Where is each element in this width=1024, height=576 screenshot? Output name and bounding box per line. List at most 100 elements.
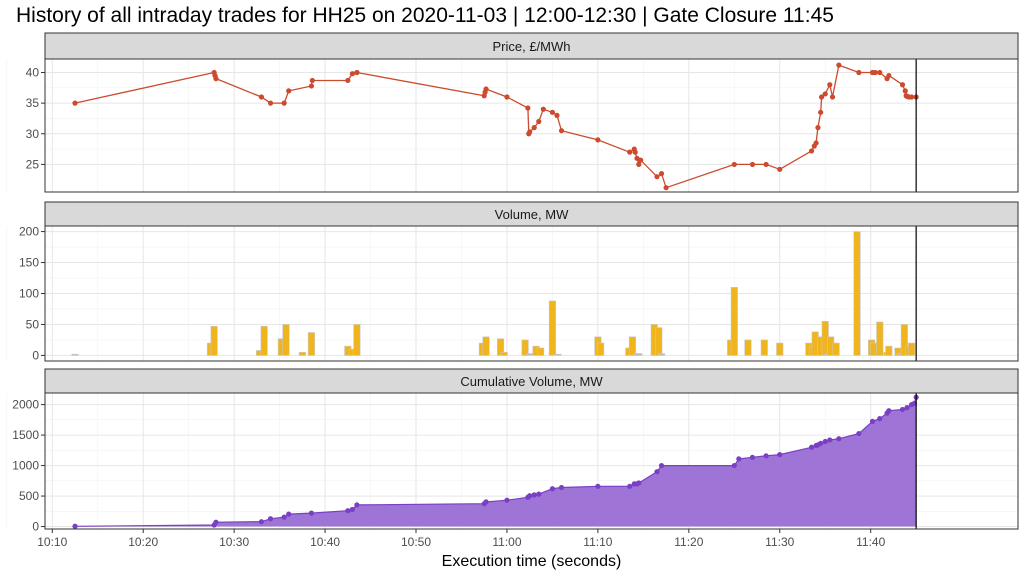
volume-bar	[628, 336, 636, 356]
price-point	[877, 69, 883, 76]
volume-bar	[298, 352, 306, 356]
cumulative-point	[549, 486, 556, 492]
price-point	[836, 62, 842, 68]
volume-bar	[71, 353, 79, 356]
cumulative-point	[749, 454, 756, 460]
price-point	[527, 129, 533, 135]
x-tick-label: 10:10	[37, 535, 67, 549]
price-point	[632, 149, 638, 155]
volume-bar	[548, 300, 556, 356]
volume-bar	[210, 326, 218, 356]
cumulative-point	[763, 453, 769, 459]
cumulative-point	[531, 492, 537, 498]
price-point	[536, 118, 542, 125]
cumulative-point	[627, 483, 633, 489]
cumulative-point	[267, 516, 274, 522]
cumulative-point	[345, 508, 351, 514]
price-point	[813, 140, 819, 146]
price-point	[627, 149, 633, 155]
cumulative-point	[536, 491, 542, 497]
price-point	[540, 106, 546, 112]
y-tick-label: 100	[19, 287, 39, 301]
price-point	[872, 69, 878, 76]
volume-bar	[537, 347, 545, 356]
volume-bar	[832, 342, 840, 356]
panel-border	[44, 58, 1019, 193]
cumulative-point	[836, 436, 842, 442]
x-tick-label: 10:50	[401, 535, 431, 549]
price-point	[349, 71, 355, 77]
cumulative-point	[808, 444, 815, 450]
price-point	[763, 161, 769, 168]
y-tick-label: 0	[32, 348, 39, 362]
cumulative-point	[856, 430, 862, 437]
price-point	[818, 109, 824, 115]
price-point	[818, 94, 825, 100]
y-tick-label: 2000	[12, 398, 39, 412]
volume-bar	[657, 353, 666, 356]
volume-bar	[900, 324, 908, 356]
price-point	[549, 109, 556, 115]
x-tick-label: 11:10	[583, 535, 612, 549]
panel-strip	[44, 32, 1019, 60]
panel-strip-label: Volume, MW	[495, 207, 569, 222]
cumulative-area	[75, 397, 917, 527]
volume-bar	[744, 339, 752, 356]
price-point	[281, 100, 287, 106]
volume-bar	[635, 353, 643, 356]
volume-bar	[908, 342, 916, 356]
volume-bar	[282, 324, 290, 356]
price-point	[731, 161, 737, 168]
price-point	[267, 100, 274, 106]
y-tick-label: 30	[26, 127, 40, 141]
y-tick-label: 150	[19, 256, 39, 270]
price-point	[856, 69, 862, 76]
cumulative-point	[636, 480, 642, 486]
price-point	[827, 82, 833, 88]
volume-bar	[353, 324, 361, 356]
cumulative-point	[731, 462, 737, 469]
volume-bar	[876, 321, 884, 356]
volume-bar	[482, 336, 490, 356]
panel-2: Volume, MW 0 50 100 150 200	[6, 201, 1019, 362]
x-axis-title: Execution time (seconds)	[442, 553, 622, 570]
price-point	[909, 94, 915, 100]
x-tick-label: 11:40	[856, 535, 885, 549]
cumulative-point	[818, 440, 824, 446]
price-point	[531, 125, 537, 131]
volume-bar	[730, 287, 738, 356]
cumulative-point	[349, 506, 355, 513]
cumulative-point	[354, 502, 360, 508]
cumulative-point	[869, 418, 876, 424]
volume-bar	[307, 332, 315, 356]
cumulative-point	[213, 519, 219, 525]
cumulative-point	[899, 406, 906, 413]
price-point	[822, 91, 828, 97]
cumulative-point	[822, 438, 828, 445]
y-tick-label: 1500	[12, 428, 39, 442]
cumulative-point	[258, 519, 265, 525]
volume-bar	[853, 231, 861, 356]
cumulative-point	[904, 405, 910, 411]
cumulative-point	[558, 484, 565, 491]
panel-1: Price, £/MWh 25 30 35 40	[6, 32, 1019, 193]
volume-bar	[500, 352, 508, 356]
cumulative-point	[504, 497, 510, 503]
x-tick-label: 10:30	[219, 535, 249, 549]
cumulative-point	[308, 510, 315, 516]
volume-bar	[655, 327, 663, 356]
y-tick-label: 1000	[12, 459, 39, 473]
volume-bar	[885, 345, 893, 356]
price-point	[658, 171, 665, 177]
price-point	[213, 76, 219, 82]
price-point	[595, 137, 601, 143]
price-point	[815, 125, 821, 131]
cumulative-point	[483, 499, 489, 505]
cumulative-point	[281, 514, 287, 520]
price-point	[308, 83, 315, 89]
volume-bar	[554, 353, 562, 356]
panel-3: Cumulative Volume, MW 0 500 1000 1500 2000	[6, 368, 1019, 534]
x-tick-label: 11:30	[765, 535, 794, 549]
price-point	[258, 94, 265, 100]
